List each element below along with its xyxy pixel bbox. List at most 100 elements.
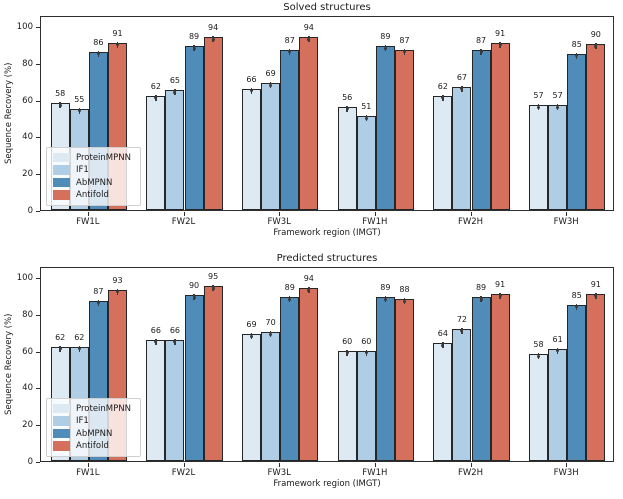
- y-tick-mark: [36, 462, 40, 463]
- bar-if1-fw2h: [452, 86, 472, 210]
- legend-label: AbMPNN: [76, 177, 113, 188]
- bar-if1-fw2h: [452, 328, 472, 461]
- y-tick-mark: [36, 137, 40, 139]
- y-tick-mark: [36, 174, 40, 176]
- x-tick-label: FW2H: [457, 217, 484, 227]
- bar-value-label: 95: [208, 272, 219, 282]
- bar-if1-fw1h: [356, 116, 376, 210]
- error-dot-icon: [460, 329, 464, 333]
- bar-value-label: 66: [246, 74, 257, 84]
- error-dot-icon: [441, 343, 445, 347]
- bar-value-label: 69: [265, 69, 276, 79]
- error-dot-icon: [58, 347, 62, 351]
- bar-proteinmpnn-fw2l: [146, 339, 166, 461]
- y-tick-label: 60: [22, 95, 33, 106]
- bar-value-label: 89: [284, 283, 295, 293]
- bar-value-label: 65: [169, 76, 181, 86]
- error-dot-icon: [173, 90, 177, 94]
- legend-swatch-icon: [53, 177, 70, 188]
- bar-value-label: 94: [303, 274, 314, 284]
- x-tick-mark: [87, 463, 89, 467]
- y-tick-mark: [36, 27, 40, 29]
- x-tick-label: FW1H: [362, 217, 388, 227]
- bar-value-label: 69: [246, 320, 257, 330]
- bar-if1-fw2l: [165, 90, 185, 210]
- x-tick-label: FW2H: [457, 468, 484, 478]
- bar-value-label: 90: [590, 30, 601, 40]
- legend-item-abmpnn: AbMPNN: [53, 429, 131, 439]
- bar-if1-fw3h: [548, 105, 568, 210]
- bar-value-label: 85: [571, 290, 582, 300]
- legend-swatch-icon: [53, 190, 70, 200]
- bar-value-label: 67: [456, 72, 468, 82]
- bar-value-label: 72: [456, 314, 468, 324]
- y-tick-label: 80: [22, 309, 33, 320]
- error-dot-icon: [115, 290, 119, 294]
- bar-value-label: 91: [495, 279, 506, 289]
- error-dot-icon: [288, 50, 292, 54]
- x-tick-mark: [470, 463, 472, 467]
- bar-proteinmpnn-fw3l: [241, 334, 262, 461]
- y-tick-mark: [36, 351, 40, 353]
- x-tick-mark: [279, 212, 281, 216]
- legend-item-antifold: Antifold: [53, 441, 131, 451]
- error-dot-icon: [479, 50, 483, 54]
- bar-value-label: 51: [361, 102, 372, 112]
- bar-value-label: 58: [533, 340, 544, 350]
- bar-abmpnn-fw2l: [184, 46, 204, 210]
- x-tick-label: FW3L: [267, 468, 291, 478]
- x-tick-mark: [566, 463, 568, 467]
- bar-abmpnn-fw1h: [375, 46, 395, 210]
- x-tick-label: FW1L: [76, 468, 100, 478]
- error-dot-icon: [383, 297, 387, 301]
- bar-proteinmpnn-fw2h: [433, 343, 453, 461]
- legend-item-if1: IF1: [53, 165, 131, 175]
- error-dot-icon: [269, 332, 273, 336]
- x-tick-label: FW3H: [553, 468, 579, 478]
- legend-label: ProteinMPNN: [76, 152, 131, 163]
- error-dot-icon: [173, 340, 177, 344]
- bar-proteinmpnn-fw2h: [433, 95, 453, 210]
- legend-item-proteinmpnn: ProteinMPNN: [53, 153, 131, 163]
- bar-abmpnn-fw2h: [471, 297, 491, 461]
- error-dot-icon: [364, 351, 368, 355]
- x-tick-mark: [87, 212, 89, 216]
- bar-value-label: 55: [74, 94, 85, 104]
- chart-solved-structures: Solved structures Sequence Recovery (%) 58…: [0, 0, 623, 248]
- bar-antifold-fw3l: [299, 37, 319, 210]
- bar-value-label: 62: [74, 332, 85, 342]
- x-tick-mark: [279, 463, 281, 467]
- error-dot-icon: [154, 96, 158, 100]
- error-dot-icon: [556, 105, 560, 109]
- bar-if1-fw3l: [261, 332, 281, 461]
- bar-value-label: 62: [55, 332, 66, 342]
- x-tick-label: FW3L: [267, 217, 291, 227]
- x-tick-mark: [470, 212, 472, 216]
- error-dot-icon: [556, 349, 560, 353]
- bar-proteinmpnn-fw3h: [528, 354, 549, 461]
- bar-value-label: 60: [361, 336, 372, 346]
- bar-value-label: 91: [590, 279, 601, 289]
- bar-if1-fw3h: [548, 348, 568, 461]
- chart-title: Predicted structures: [276, 253, 378, 264]
- y-tick-mark: [36, 425, 40, 427]
- error-dot-icon: [345, 351, 349, 355]
- error-dot-icon: [154, 340, 158, 344]
- legend-swatch-icon: [53, 152, 70, 163]
- bar-value-label: 89: [475, 283, 487, 293]
- x-tick-mark: [183, 212, 185, 216]
- bar-abmpnn-fw2l: [184, 295, 204, 461]
- error-dot-icon: [77, 109, 81, 113]
- x-tick-mark: [374, 463, 376, 467]
- error-dot-icon: [479, 297, 483, 301]
- error-dot-icon: [498, 43, 502, 47]
- x-axis-label: Framework region (IMGT): [273, 479, 381, 489]
- bar-abmpnn-fw2h: [471, 49, 491, 210]
- y-tick-label: 20: [22, 420, 33, 431]
- chart-title: Solved structures: [283, 2, 371, 13]
- bar-proteinmpnn-fw3h: [528, 105, 549, 210]
- legend-swatch-icon: [53, 416, 70, 426]
- bar-antifold-fw2l: [203, 37, 223, 210]
- error-dot-icon: [288, 297, 292, 301]
- bar-value-label: 87: [93, 286, 104, 296]
